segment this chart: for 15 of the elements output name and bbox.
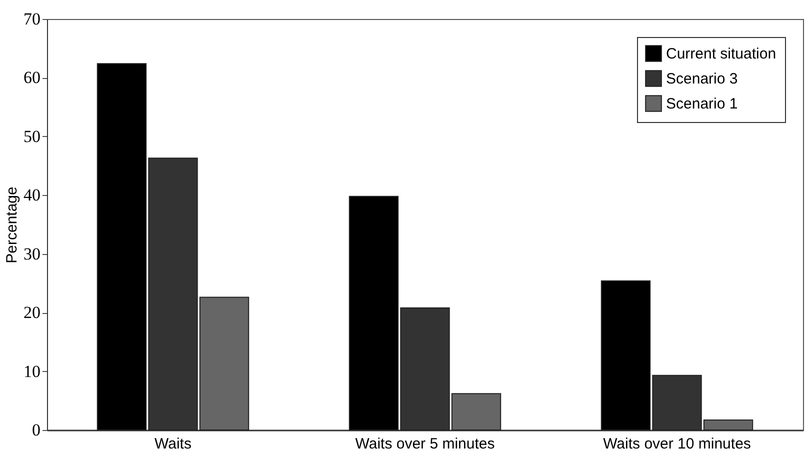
x-tick-label: Waits	[154, 436, 192, 452]
y-tick-label: 40	[24, 186, 40, 205]
y-tick-label: 50	[24, 126, 40, 146]
y-tick-label: 70	[24, 10, 40, 28]
y-axis-title: Percentage	[4, 186, 20, 264]
x-tick-label: Waits over 5 minutes	[355, 436, 495, 452]
y-tick-label: 60	[24, 68, 40, 88]
legend-label: Scenario 3	[666, 70, 738, 88]
y-tick-label: 20	[24, 303, 40, 322]
y-tick-label: 10	[24, 362, 40, 381]
legend-label: Current situation	[666, 46, 776, 62]
y-tick-label: 0	[32, 420, 40, 440]
y-tick-label: 30	[24, 244, 40, 264]
legend-label: Scenario 1	[666, 96, 738, 112]
x-tick-label: Waits over 10 minutes	[603, 436, 751, 452]
